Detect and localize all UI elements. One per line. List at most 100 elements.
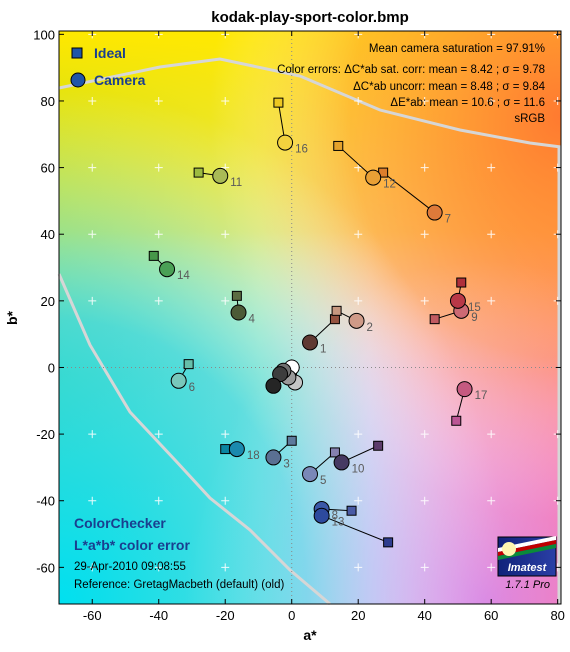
- grid-plus-marker: [221, 430, 230, 439]
- grid-plus-marker: [487, 163, 496, 172]
- grid-plus-marker: [354, 430, 363, 439]
- patch-label-3: 3: [283, 458, 289, 470]
- grid-plus-marker: [487, 296, 496, 305]
- stats-panel: Mean camera saturation = 97.91% Color er…: [277, 43, 545, 125]
- ideal-point-16: [273, 97, 284, 108]
- ideal-point-5: [329, 447, 340, 458]
- patch-label-13: 13: [332, 517, 345, 529]
- ideal-point-10: [373, 440, 384, 451]
- grid-plus-marker: [354, 163, 363, 172]
- y-tick-label: -40: [36, 494, 55, 509]
- camera-point-10: [333, 454, 350, 471]
- patch-label-17: 17: [475, 390, 488, 402]
- camera-point-6: [170, 372, 187, 389]
- camera-point-5: [302, 466, 318, 483]
- x-tick-label: 40: [417, 608, 431, 623]
- patch-label-11: 11: [230, 177, 242, 189]
- grid-plus-marker: [487, 430, 496, 439]
- plot-background: [59, 31, 561, 604]
- grid-plus-marker: [154, 96, 163, 105]
- chart-title: kodak-play-sport-color.bmp: [211, 9, 409, 26]
- y-tick-label: 100: [33, 27, 55, 42]
- patch-label-2: 2: [367, 322, 373, 334]
- camera-point-1: [302, 334, 318, 351]
- gamut-line-top: [58, 57, 562, 149]
- patch-label-1: 1: [320, 343, 326, 355]
- camera-point-18: [228, 441, 245, 458]
- grid-plus-marker: [154, 563, 163, 572]
- stats-sat-corr: Color errors: ΔC*ab sat. corr: mean = 8.…: [277, 64, 545, 76]
- ideal-point-3: [286, 435, 297, 446]
- grid-plus-marker: [154, 296, 163, 305]
- grid-plus-marker: [420, 230, 429, 239]
- grid-plus-marker: [88, 96, 97, 105]
- patch-label-5: 5: [320, 475, 326, 487]
- camera-point-17: [456, 381, 473, 398]
- logo-text: Imatest: [508, 562, 548, 574]
- footer-chart-subtitle: L*a*b* color error: [74, 537, 190, 553]
- error-vector-13: [321, 515, 389, 543]
- grid-plus-marker: [88, 563, 97, 572]
- patch-label-14: 14: [177, 270, 190, 282]
- grid-plus-marker: [487, 230, 496, 239]
- ideal-point-14: [148, 250, 159, 261]
- ideal-point-15: [456, 277, 467, 288]
- grid-plus-marker: [420, 430, 429, 439]
- grid-plus-marker: [88, 163, 97, 172]
- legend-camera-label: Camera: [94, 72, 146, 88]
- camera-point-15: [449, 292, 466, 309]
- grid-plus-marker: [221, 496, 230, 505]
- version-text: 1.7.1 Pro: [505, 579, 550, 591]
- grid-plus-marker: [221, 96, 230, 105]
- grid-plus-marker: [420, 296, 429, 305]
- camera-point-16: [277, 134, 294, 151]
- patch-label-9: 9: [471, 312, 477, 324]
- patch-label-6: 6: [189, 382, 195, 394]
- camera-point-4: [230, 304, 247, 321]
- ideal-point-12: [333, 140, 344, 151]
- y-tick-label: 0: [48, 360, 55, 375]
- x-tick-label: 80: [550, 608, 564, 623]
- patch-label-10: 10: [352, 463, 365, 475]
- x-axis-label: a*: [303, 627, 317, 643]
- grid-plus-marker: [88, 230, 97, 239]
- plot-frame: [58, 30, 562, 605]
- patch-label-15: 15: [468, 302, 481, 314]
- x-tick-label: -40: [149, 608, 168, 623]
- camera-point-13: [313, 507, 330, 524]
- stats-colorspace: sRGB: [514, 113, 545, 125]
- data-marks: [148, 97, 473, 548]
- stats-saturation: Mean camera saturation = 97.91%: [369, 43, 545, 55]
- grid-plus-marker: [88, 496, 97, 505]
- ideal-point-2: [331, 305, 342, 316]
- y-axis-label: b*: [4, 310, 20, 325]
- ideal-point-1: [329, 314, 340, 325]
- x-tick-label: -60: [83, 608, 102, 623]
- y-tick-label: -60: [36, 560, 55, 575]
- grid-plus-marker: [154, 496, 163, 505]
- patch-label-8: 8: [332, 510, 338, 522]
- grid-plus-marker: [221, 230, 230, 239]
- ideal-point-17: [451, 415, 462, 426]
- y-tick-label: 40: [41, 227, 55, 242]
- x-tick-label: 20: [351, 608, 365, 623]
- grid-plus-marker: [88, 296, 97, 305]
- ideal-point-9: [429, 314, 440, 325]
- ideal-point-8: [346, 505, 357, 516]
- grid-plus-marker: [487, 96, 496, 105]
- x-tick-label: -20: [216, 608, 235, 623]
- grid-plus-marker: [420, 563, 429, 572]
- camera-point-3: [265, 449, 282, 466]
- grid-plus-marker: [154, 430, 163, 439]
- patch-label-16: 16: [295, 144, 308, 156]
- x-tick-label: 60: [484, 608, 498, 623]
- camera-point-14: [159, 261, 176, 278]
- footer-panel: ColorChecker L*a*b* color error 29-Apr-2…: [74, 515, 284, 591]
- gamut-boundary: [57, 57, 562, 606]
- gamut-line-bottom: [57, 273, 331, 606]
- grid-plus-marker: [154, 230, 163, 239]
- legend-ideal-label: Ideal: [94, 45, 126, 61]
